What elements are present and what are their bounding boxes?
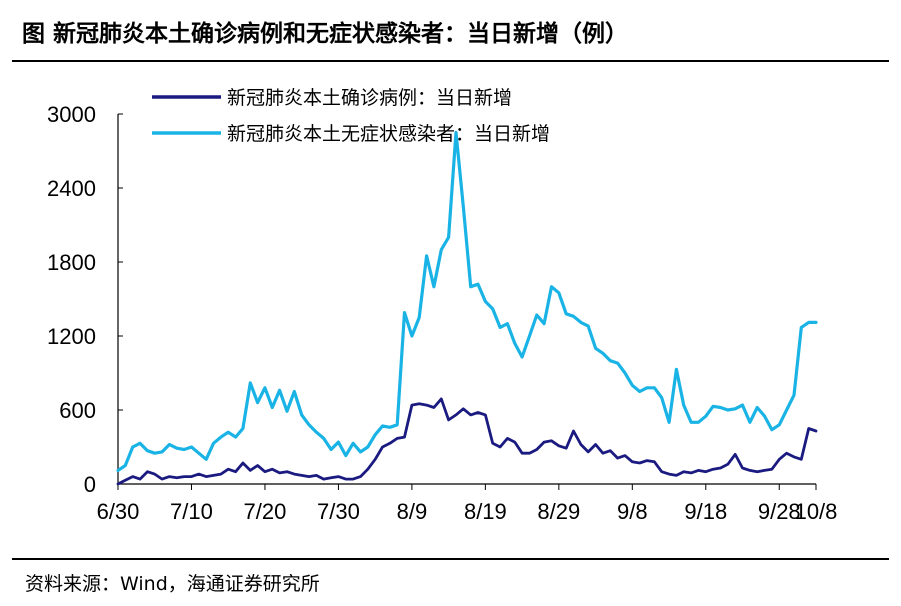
x-tick-label: 8/9	[397, 499, 428, 524]
x-tick-label: 9/28	[758, 499, 801, 524]
y-tick-label: 2400	[47, 176, 96, 201]
chart-title: 图 新冠肺炎本土确诊病例和无症状感染者：当日新增（例）	[22, 21, 629, 47]
title-bar: 图 新冠肺炎本土确诊病例和无症状感染者：当日新增（例）	[0, 0, 901, 60]
y-tick-label: 600	[59, 398, 96, 423]
series-line-asymptomatic	[116, 130, 818, 472]
series-line-confirmed	[116, 397, 818, 486]
footer-divider	[12, 558, 889, 560]
legend-label: 新冠肺炎本土确诊病例：当日新增	[227, 87, 512, 109]
y-tick-label: 1800	[47, 250, 96, 275]
y-tick-label: 3000	[47, 102, 96, 127]
x-tick-label: 8/29	[537, 499, 580, 524]
y-tick-label: 0	[84, 472, 96, 497]
x-tick-label: 10/8	[795, 499, 838, 524]
y-tick-label: 1200	[47, 324, 96, 349]
x-tick-label: 7/10	[170, 499, 213, 524]
x-tick-label: 7/20	[244, 499, 287, 524]
title-divider	[12, 60, 889, 62]
x-tick-label: 9/8	[617, 499, 648, 524]
x-tick-label: 7/30	[317, 499, 360, 524]
x-tick-label: 6/30	[97, 499, 140, 524]
source-note: 资料来源：Wind，海通证券研究所	[25, 573, 320, 595]
x-tick-label: 8/19	[464, 499, 507, 524]
x-tick-label: 9/18	[684, 499, 727, 524]
legend-label: 新冠肺炎本土无症状感染者：当日新增	[227, 123, 550, 145]
